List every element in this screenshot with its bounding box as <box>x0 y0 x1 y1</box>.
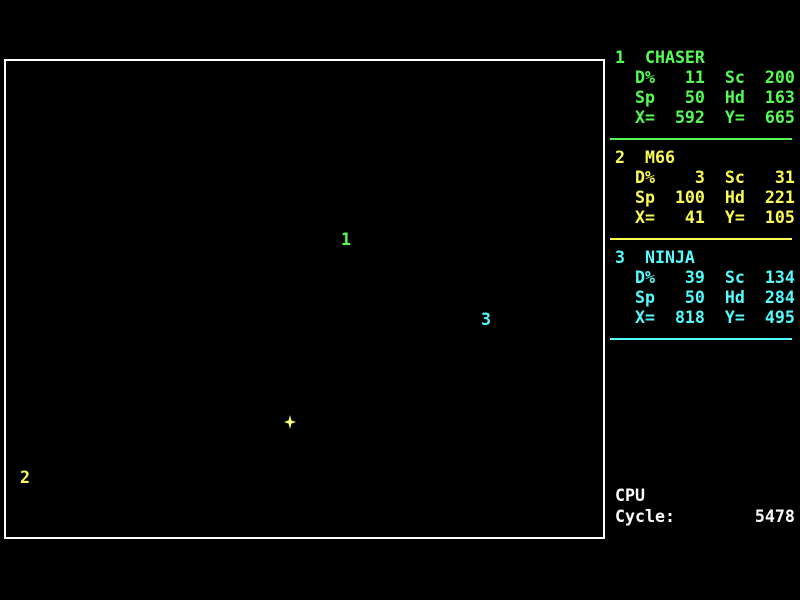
robot-1-status-block: 1 CHASER D% 11 Sc 200 Sp 50 Hd 163 X= 59… <box>615 48 800 128</box>
cpu-label: CPU <box>615 486 645 505</box>
missile-burst-icon <box>284 415 296 429</box>
robot-3-status-block: 3 NINJA D% 39 Sc 134 Sp 50 Hd 284 X= 818… <box>615 248 800 328</box>
separator-robot-2 <box>610 238 792 240</box>
robot-3-stat-row: X= 818 Y= 495 <box>615 308 795 327</box>
robot-3-stat-row: D% 39 Sc 134 <box>615 268 795 287</box>
battle-arena: 1 2 3 <box>4 59 605 539</box>
robot-2-stat-row: Sp 100 Hd 221 <box>615 188 795 207</box>
robot-3-marker: 3 <box>481 310 491 329</box>
cpu-cycle-row: Cycle: 5478 <box>615 507 795 526</box>
robot-1-marker: 1 <box>341 230 351 249</box>
robot-1-stat-row: D% 11 Sc 200 <box>615 68 795 87</box>
robot-2-status-block: 2 M66 D% 3 Sc 31 Sp 100 Hd 221 X= 41 Y= … <box>615 148 800 228</box>
robot-3-stat-row: Sp 50 Hd 284 <box>615 288 795 307</box>
robot-1-stat-row: X= 592 Y= 665 <box>615 108 795 127</box>
robot-2-title: 2 M66 <box>615 148 675 167</box>
robot-1-title: 1 CHASER <box>615 48 705 67</box>
robot-2-marker: 2 <box>20 468 30 487</box>
robot-2-stat-row: D% 3 Sc 31 <box>615 168 795 187</box>
separator-robot-3 <box>610 338 792 340</box>
robot-3-title: 3 NINJA <box>615 248 695 267</box>
robot-1-stat-row: Sp 50 Hd 163 <box>615 88 795 107</box>
separator-robot-1 <box>610 138 792 140</box>
robot-2-stat-row: X= 41 Y= 105 <box>615 208 795 227</box>
